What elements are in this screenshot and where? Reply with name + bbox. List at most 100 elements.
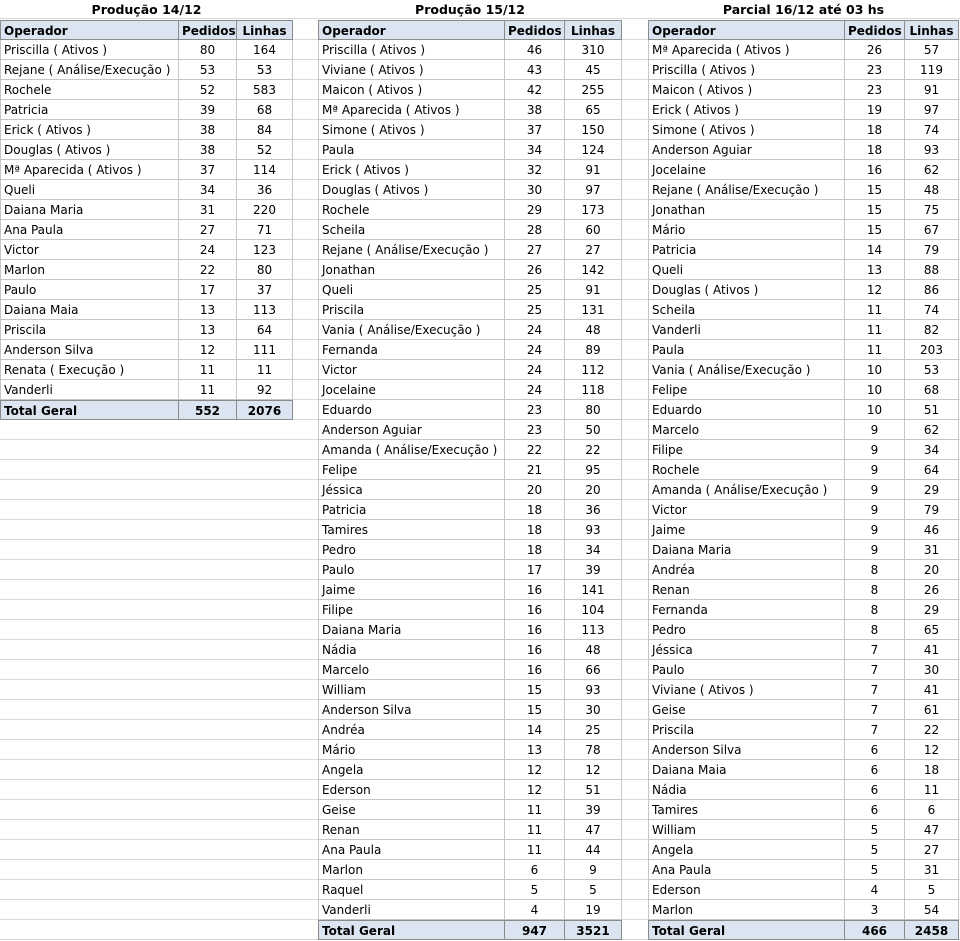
- cell-pedidos[interactable]: 23: [505, 420, 565, 439]
- cell-operador[interactable]: Douglas ( Ativos ): [648, 280, 845, 299]
- cell-operador[interactable]: Ederson: [318, 780, 505, 799]
- cell-pedidos[interactable]: 12: [845, 280, 905, 299]
- cell-pedidos[interactable]: 37: [505, 120, 565, 139]
- cell-pedidos[interactable]: 6: [845, 740, 905, 759]
- cell-pedidos[interactable]: 8: [845, 620, 905, 639]
- cell-pedidos[interactable]: 52: [179, 80, 237, 99]
- cell-linhas[interactable]: 65: [905, 620, 959, 639]
- cell-pedidos[interactable]: 23: [845, 80, 905, 99]
- cell-linhas[interactable]: 97: [565, 180, 622, 199]
- cell-pedidos[interactable]: 5: [845, 860, 905, 879]
- cell-linhas[interactable]: 25: [565, 720, 622, 739]
- cell-pedidos[interactable]: 12: [179, 340, 237, 359]
- cell-pedidos[interactable]: 32: [505, 160, 565, 179]
- cell-linhas[interactable]: 91: [565, 160, 622, 179]
- cell-pedidos[interactable]: 6: [845, 780, 905, 799]
- cell-pedidos[interactable]: 9: [845, 440, 905, 459]
- cell-operador[interactable]: Rochele: [318, 200, 505, 219]
- cell-operador[interactable]: Maicon ( Ativos ): [648, 80, 845, 99]
- cell-pedidos[interactable]: 9: [845, 420, 905, 439]
- cell-operador[interactable]: Paulo: [0, 280, 179, 299]
- cell-linhas[interactable]: 57: [905, 40, 959, 59]
- cell-operador[interactable]: Anderson Aguiar: [648, 140, 845, 159]
- cell-operador[interactable]: Mário: [648, 220, 845, 239]
- cell-pedidos[interactable]: 11: [179, 380, 237, 399]
- cell-linhas[interactable]: 80: [237, 260, 293, 279]
- cell-pedidos[interactable]: 27: [505, 240, 565, 259]
- cell-linhas[interactable]: 113: [565, 620, 622, 639]
- cell-pedidos[interactable]: 16: [505, 600, 565, 619]
- cell-pedidos[interactable]: 22: [505, 440, 565, 459]
- header-operador[interactable]: Operador: [318, 21, 505, 39]
- cell-pedidos[interactable]: 18: [505, 540, 565, 559]
- cell-operador[interactable]: Priscilla ( Ativos ): [318, 40, 505, 59]
- cell-operador[interactable]: Tamires: [318, 520, 505, 539]
- cell-linhas[interactable]: 118: [565, 380, 622, 399]
- cell-pedidos[interactable]: 9: [845, 520, 905, 539]
- cell-operador[interactable]: Mário: [318, 740, 505, 759]
- cell-pedidos[interactable]: 7: [845, 680, 905, 699]
- cell-pedidos[interactable]: 13: [179, 320, 237, 339]
- cell-linhas[interactable]: 53: [905, 360, 959, 379]
- cell-linhas[interactable]: 5: [565, 880, 622, 899]
- cell-linhas[interactable]: 89: [565, 340, 622, 359]
- cell-pedidos[interactable]: 15: [845, 180, 905, 199]
- cell-operador[interactable]: William: [318, 680, 505, 699]
- cell-linhas[interactable]: 19: [565, 900, 622, 919]
- cell-operador[interactable]: Erick ( Ativos ): [318, 160, 505, 179]
- cell-linhas[interactable]: 36: [565, 500, 622, 519]
- cell-operador[interactable]: Douglas ( Ativos ): [0, 140, 179, 159]
- header-operador[interactable]: Operador: [648, 21, 845, 39]
- cell-linhas[interactable]: 68: [237, 100, 293, 119]
- cell-operador[interactable]: Queli: [0, 180, 179, 199]
- cell-pedidos[interactable]: 5: [505, 880, 565, 899]
- cell-operador[interactable]: William: [648, 820, 845, 839]
- cell-linhas[interactable]: 112: [565, 360, 622, 379]
- cell-operador[interactable]: Vanderli: [0, 380, 179, 399]
- cell-pedidos[interactable]: 25: [505, 280, 565, 299]
- cell-operador[interactable]: Angela: [318, 760, 505, 779]
- total-label[interactable]: Total Geral: [648, 921, 845, 939]
- cell-linhas[interactable]: 9: [565, 860, 622, 879]
- cell-pedidos[interactable]: 12: [505, 760, 565, 779]
- cell-operador[interactable]: Marcelo: [318, 660, 505, 679]
- cell-operador[interactable]: Maicon ( Ativos ): [318, 80, 505, 99]
- cell-pedidos[interactable]: 11: [845, 340, 905, 359]
- cell-linhas[interactable]: 48: [565, 640, 622, 659]
- total-pedidos[interactable]: 466: [845, 921, 905, 939]
- cell-linhas[interactable]: 104: [565, 600, 622, 619]
- cell-operador[interactable]: Rochele: [0, 80, 179, 99]
- cell-operador[interactable]: Geise: [648, 700, 845, 719]
- cell-linhas[interactable]: 82: [905, 320, 959, 339]
- cell-operador[interactable]: Anderson Aguiar: [318, 420, 505, 439]
- cell-operador[interactable]: Nádia: [318, 640, 505, 659]
- cell-linhas[interactable]: 41: [905, 640, 959, 659]
- cell-pedidos[interactable]: 10: [845, 400, 905, 419]
- cell-linhas[interactable]: 111: [237, 340, 293, 359]
- cell-pedidos[interactable]: 14: [505, 720, 565, 739]
- cell-pedidos[interactable]: 18: [845, 120, 905, 139]
- cell-operador[interactable]: Simone ( Ativos ): [318, 120, 505, 139]
- cell-linhas[interactable]: 45: [565, 60, 622, 79]
- cell-linhas[interactable]: 37: [237, 280, 293, 299]
- cell-linhas[interactable]: 30: [565, 700, 622, 719]
- cell-linhas[interactable]: 114: [237, 160, 293, 179]
- cell-operador[interactable]: Fernanda: [318, 340, 505, 359]
- cell-pedidos[interactable]: 16: [505, 660, 565, 679]
- cell-operador[interactable]: Pedro: [318, 540, 505, 559]
- cell-linhas[interactable]: 27: [565, 240, 622, 259]
- cell-linhas[interactable]: 91: [905, 80, 959, 99]
- cell-operador[interactable]: Mª Aparecida ( Ativos ): [318, 100, 505, 119]
- cell-pedidos[interactable]: 13: [845, 260, 905, 279]
- cell-operador[interactable]: Ana Paula: [0, 220, 179, 239]
- cell-linhas[interactable]: 66: [565, 660, 622, 679]
- total-linhas[interactable]: 2076: [237, 401, 293, 419]
- cell-pedidos[interactable]: 13: [179, 300, 237, 319]
- cell-operador[interactable]: Marlon: [648, 900, 845, 919]
- cell-linhas[interactable]: 44: [565, 840, 622, 859]
- cell-pedidos[interactable]: 17: [505, 560, 565, 579]
- cell-pedidos[interactable]: 26: [505, 260, 565, 279]
- cell-linhas[interactable]: 11: [237, 360, 293, 379]
- cell-linhas[interactable]: 62: [905, 420, 959, 439]
- cell-linhas[interactable]: 46: [905, 520, 959, 539]
